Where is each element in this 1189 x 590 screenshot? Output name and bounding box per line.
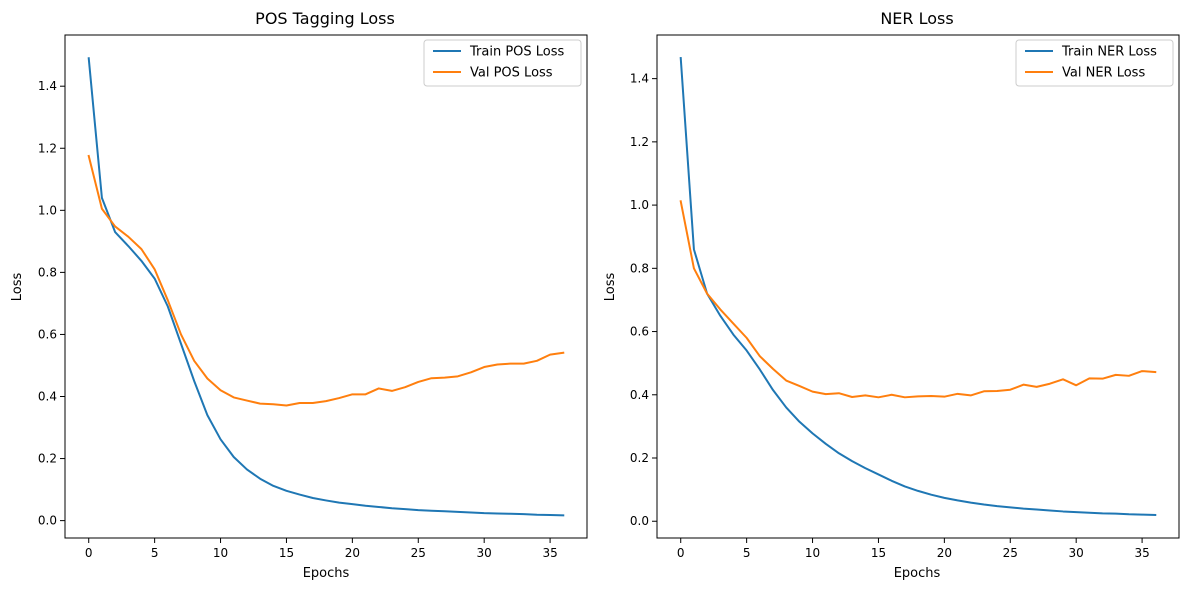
pos-ticks: 0 5 10 15 20 25 30 35 0.0 0.2 0.4 0.6 0.8 1.0 1.2 1.4 bbox=[38, 79, 558, 560]
pos-x-tick-label: 10 bbox=[213, 546, 228, 560]
pos-y-tick-label: 0.8 bbox=[38, 265, 57, 279]
pos-y-tick-label: 0.4 bbox=[38, 390, 57, 404]
pos-y-tick-label: 0.0 bbox=[38, 514, 57, 528]
pos-legend: Train POS Loss Val POS Loss bbox=[423, 39, 582, 87]
ner-y-tick-label: 0.0 bbox=[630, 514, 649, 528]
pos-plot-area: 0 5 10 15 20 25 30 35 0.0 0.2 0.4 0.6 0.8 1.0 1.2 1.4 bbox=[38, 34, 588, 560]
ner-x-tick-label: 30 bbox=[1069, 546, 1084, 560]
ner-y-tick-label: 1.2 bbox=[630, 135, 649, 149]
pos-x-tick-label: 15 bbox=[279, 546, 294, 560]
ner-y-tick-label: 1.4 bbox=[630, 72, 649, 86]
pos-legend-train-label: Train POS Loss bbox=[469, 45, 565, 60]
ner-loss-chart: NER Loss 0 5 10 15 20 25 30 35 0.0 0.2 0.4 0.6 0.8 1.… bbox=[603, 9, 1180, 581]
pos-y-tick-label: 1.2 bbox=[38, 141, 57, 155]
ner-y-tick-label: 1.0 bbox=[630, 198, 649, 212]
pos-y-tick-label: 0.6 bbox=[38, 327, 57, 341]
ner-x-tick-label: 25 bbox=[1003, 546, 1018, 560]
ner-x-tick-label: 20 bbox=[937, 546, 952, 560]
ner-axes-frame bbox=[656, 34, 1180, 539]
pos-series-line-train bbox=[87, 57, 565, 517]
pos-axes-frame bbox=[64, 34, 588, 539]
pos-x-tick-label: 30 bbox=[477, 546, 492, 560]
ner-legend-val-label: Val NER Loss bbox=[1062, 66, 1145, 81]
ner-x-tick-label: 0 bbox=[677, 546, 685, 560]
pos-legend-box bbox=[423, 39, 582, 87]
ner-legend-train-label: Train NER Loss bbox=[1061, 45, 1157, 60]
pos-y-axis-label: Loss bbox=[10, 273, 25, 302]
pos-x-tick-label: 35 bbox=[542, 546, 557, 560]
ner-plot-area: 0 5 10 15 20 25 30 35 0.0 0.2 0.4 0.6 0.8 1.0 1.2 1.4 bbox=[630, 34, 1180, 560]
ner-y-tick-label: 0.8 bbox=[630, 261, 649, 275]
ner-x-tick-label: 10 bbox=[805, 546, 820, 560]
pos-x-tick-label: 25 bbox=[411, 546, 426, 560]
ner-x-tick-label: 5 bbox=[743, 546, 751, 560]
ner-chart-title: NER Loss bbox=[880, 9, 953, 28]
ner-x-axis-label: Epochs bbox=[894, 566, 941, 581]
pos-series bbox=[87, 57, 565, 517]
ner-legend-box bbox=[1015, 39, 1174, 87]
pos-x-axis-label: Epochs bbox=[303, 566, 350, 581]
pos-y-tick-label: 1.4 bbox=[38, 79, 57, 93]
ner-y-axis-label: Loss bbox=[603, 273, 618, 302]
ner-series-line-val bbox=[679, 200, 1157, 399]
ner-legend: Train NER Loss Val NER Loss bbox=[1015, 39, 1174, 87]
pos-y-tick-label: 0.2 bbox=[38, 452, 57, 466]
ner-y-tick-label: 0.4 bbox=[630, 388, 649, 402]
pos-y-tick-label: 1.0 bbox=[38, 203, 57, 217]
pos-x-tick-label: 20 bbox=[345, 546, 360, 560]
ner-y-tick-label: 0.6 bbox=[630, 325, 649, 339]
pos-legend-val-label: Val POS Loss bbox=[470, 66, 553, 81]
pos-x-tick-label: 0 bbox=[85, 546, 93, 560]
ner-x-tick-label: 35 bbox=[1134, 546, 1149, 560]
ner-x-tick-label: 15 bbox=[871, 546, 886, 560]
ner-series-line-train bbox=[679, 57, 1157, 516]
ner-series bbox=[679, 57, 1157, 516]
pos-chart-title: POS Tagging Loss bbox=[255, 9, 395, 28]
pos-loss-chart: POS Tagging Loss 0 5 10 15 20 25 30 35 0.0 0.2 0.4… bbox=[10, 9, 588, 581]
ner-ticks: 0 5 10 15 20 25 30 35 0.0 0.2 0.4 0.6 0.8 1.0 1.2 1.4 bbox=[630, 72, 1150, 560]
ner-y-tick-label: 0.2 bbox=[630, 451, 649, 465]
pos-series-line-val bbox=[87, 154, 565, 407]
pos-x-tick-label: 5 bbox=[151, 546, 159, 560]
